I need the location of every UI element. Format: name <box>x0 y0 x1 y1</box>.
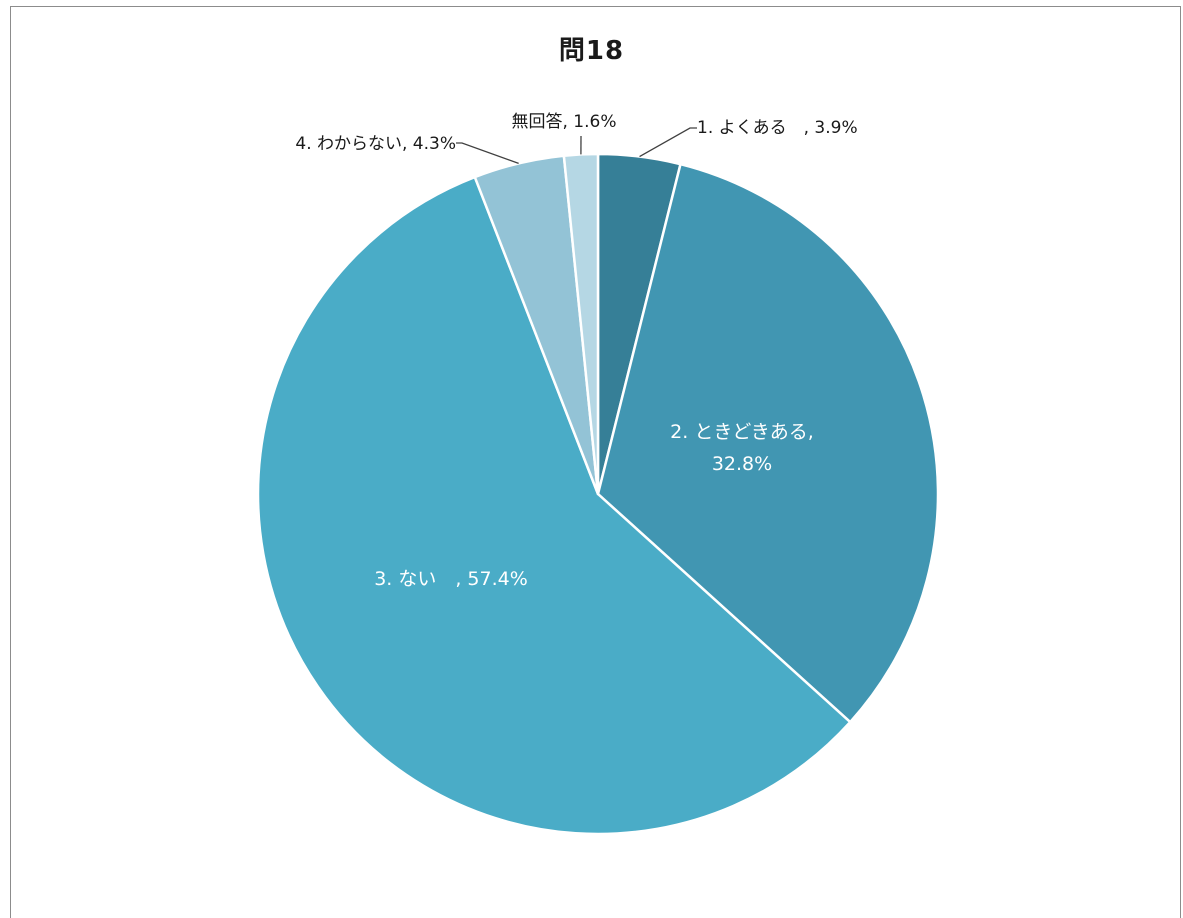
data-label-tokidoki-aru-line1: 2. ときどきある, <box>670 421 814 443</box>
data-label-wakaranai: 4. わからない, 4.3% <box>295 134 456 154</box>
data-label-yoku-aru: 1. よくある , 3.9% <box>697 118 858 138</box>
pie-slices <box>258 154 938 834</box>
leader-line-yoku-aru <box>640 128 697 157</box>
leader-line-wakaranai <box>456 143 519 163</box>
data-label-nai: 3. ない , 57.4% <box>374 568 528 590</box>
data-label-tokidoki-aru-line2: 32.8% <box>712 453 772 475</box>
data-label-mukaito: 無回答, 1.6% <box>512 112 617 132</box>
